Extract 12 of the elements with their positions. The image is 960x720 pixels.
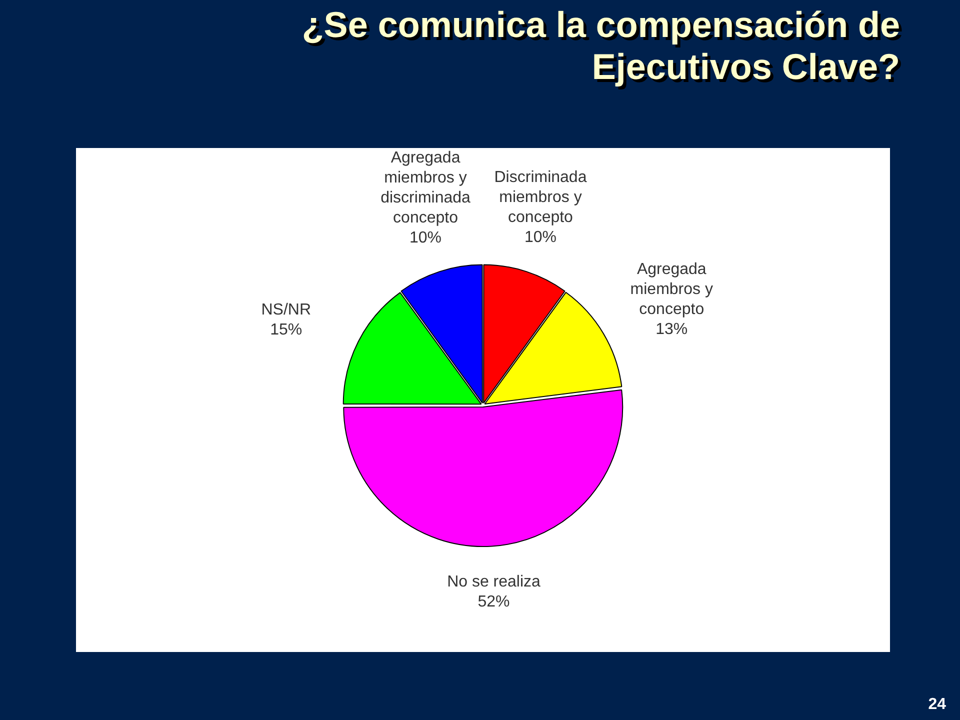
data-label: 10% (524, 229, 557, 246)
text: 24 (928, 696, 946, 714)
data-label: 10% (409, 230, 442, 247)
chart-title: ¿Se comunica la compensación de Ejecutivos Clave? (300, 4, 900, 88)
data-label: 13% (656, 320, 688, 338)
slice-label: Discriminada miembros y concepto (494, 169, 587, 226)
slice-label: Agregada miembros y discriminada concepto (380, 150, 471, 227)
data-label: 52% (478, 594, 510, 611)
data-label: 15% (270, 321, 302, 338)
slice-label: No se realiza (447, 574, 541, 591)
slice-label: Agregada miembros y concepto (630, 260, 713, 318)
slice-label: NS/NR (261, 301, 312, 318)
